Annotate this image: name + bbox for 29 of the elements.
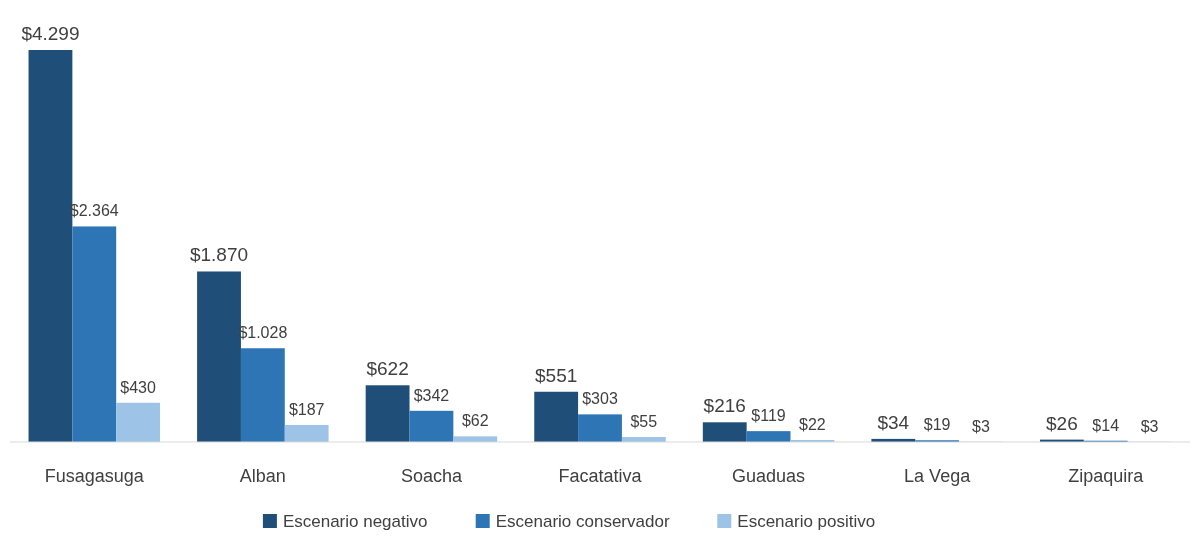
legend-label: Escenario negativo (282, 512, 428, 531)
data-label: $19 (923, 416, 951, 434)
x-tick-label: Zipaquira (1068, 466, 1145, 486)
x-tick-label: Fusagasuga (44, 466, 145, 486)
legend-label: Escenario conservador (495, 512, 670, 531)
data-label: $14 (1092, 416, 1120, 434)
data-label: $3 (1140, 417, 1159, 435)
x-tick-label: Soacha (400, 466, 463, 486)
data-label: $216 (703, 395, 746, 417)
data-label: $62 (461, 412, 489, 430)
x-tick-label: Alban (239, 466, 286, 486)
data-label: $303 (582, 390, 618, 408)
data-label: $22 (799, 415, 826, 433)
x-tick-label: La Vega (904, 466, 972, 486)
x-tick-label: Facatativa (558, 466, 643, 486)
data-label: $342 (413, 386, 450, 404)
data-label: $430 (120, 378, 157, 396)
data-label: $187 (288, 400, 325, 418)
data-label: $119 (751, 407, 786, 425)
data-label: $34 (877, 411, 910, 433)
data-label: $1.870 (189, 244, 249, 266)
data-label: $55 (630, 412, 658, 430)
data-label: $3 (972, 417, 990, 435)
data-label: $26 (1046, 412, 1078, 434)
data-label: $551 (535, 364, 578, 386)
legend-label: Escenario positivo (737, 512, 876, 531)
data-label: $622 (366, 358, 409, 380)
data-label: $4.299 (21, 23, 80, 44)
x-tick-label: Guaduas (732, 466, 806, 486)
